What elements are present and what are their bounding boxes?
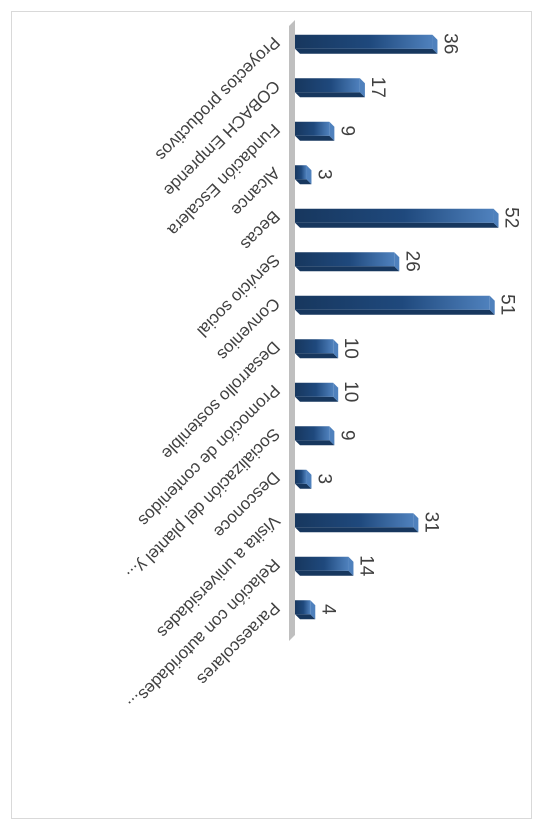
bar-top: [329, 426, 335, 446]
bar-top: [413, 513, 419, 533]
chart-frame: [11, 11, 532, 819]
bar-front: [294, 600, 311, 615]
data-label: 3: [313, 473, 334, 484]
bar: [294, 252, 400, 272]
data-label: 31: [420, 512, 441, 533]
bar: [294, 426, 335, 446]
bar: [295, 556, 354, 576]
bar-front: [295, 34, 433, 49]
bar-side: [295, 266, 400, 272]
data-label: 52: [501, 207, 522, 228]
bar-top: [310, 600, 316, 620]
bar-front: [295, 382, 334, 397]
bar: [295, 208, 499, 228]
data-label: 14: [355, 555, 376, 577]
bar: [294, 469, 312, 489]
bar-front: [294, 121, 330, 136]
bar-side: [295, 48, 438, 54]
data-label: 36: [439, 33, 460, 54]
bar: [294, 165, 312, 185]
data-label: 10: [340, 381, 361, 402]
bar-front: [294, 469, 307, 484]
bar-top: [306, 165, 312, 185]
chart-floor: [289, 20, 295, 641]
bar: [294, 121, 335, 141]
bar-front: [294, 165, 307, 180]
bar-front: [295, 78, 360, 93]
bar-side: [295, 614, 316, 620]
bar-side: [295, 222, 499, 228]
bar: [294, 513, 419, 533]
bar: [295, 78, 365, 98]
bar-top: [359, 78, 365, 98]
data-label: 51: [497, 294, 518, 315]
bar-side: [295, 92, 365, 98]
bar-front: [294, 426, 330, 441]
bar-top: [489, 295, 495, 315]
data-label: 17: [367, 77, 388, 98]
bar-side: [295, 440, 335, 446]
bar-top: [348, 556, 354, 576]
data-label: 26: [401, 251, 422, 272]
bar-top: [329, 121, 335, 141]
bar-side: [295, 135, 335, 141]
data-label: 9: [336, 430, 357, 441]
bar-top: [306, 469, 312, 489]
bar-top: [333, 339, 339, 359]
bar: [295, 339, 339, 359]
bar-side: [295, 570, 354, 576]
bar-top: [394, 252, 400, 272]
bar: [295, 34, 438, 54]
data-label: 4: [317, 604, 338, 615]
bar-side: [295, 396, 339, 402]
bar-front: [295, 339, 334, 354]
bar-top: [493, 208, 499, 228]
bar-front: [295, 556, 349, 571]
bar-front: [294, 252, 395, 267]
bar-side: [295, 483, 312, 489]
bar: [295, 382, 339, 402]
bar-front: [295, 208, 494, 223]
bar-side: [295, 353, 339, 359]
bar: [294, 600, 316, 620]
data-label: 3: [313, 169, 334, 180]
bar-side: [295, 309, 495, 315]
bar-top: [432, 34, 438, 54]
bar-front: [294, 513, 414, 528]
bar: [294, 295, 495, 315]
bar-side: [295, 179, 312, 185]
bar-side: [295, 527, 419, 533]
data-label: 10: [340, 338, 361, 359]
bar-front: [294, 295, 490, 310]
data-label: 9: [336, 125, 357, 136]
bar-top: [333, 382, 339, 402]
